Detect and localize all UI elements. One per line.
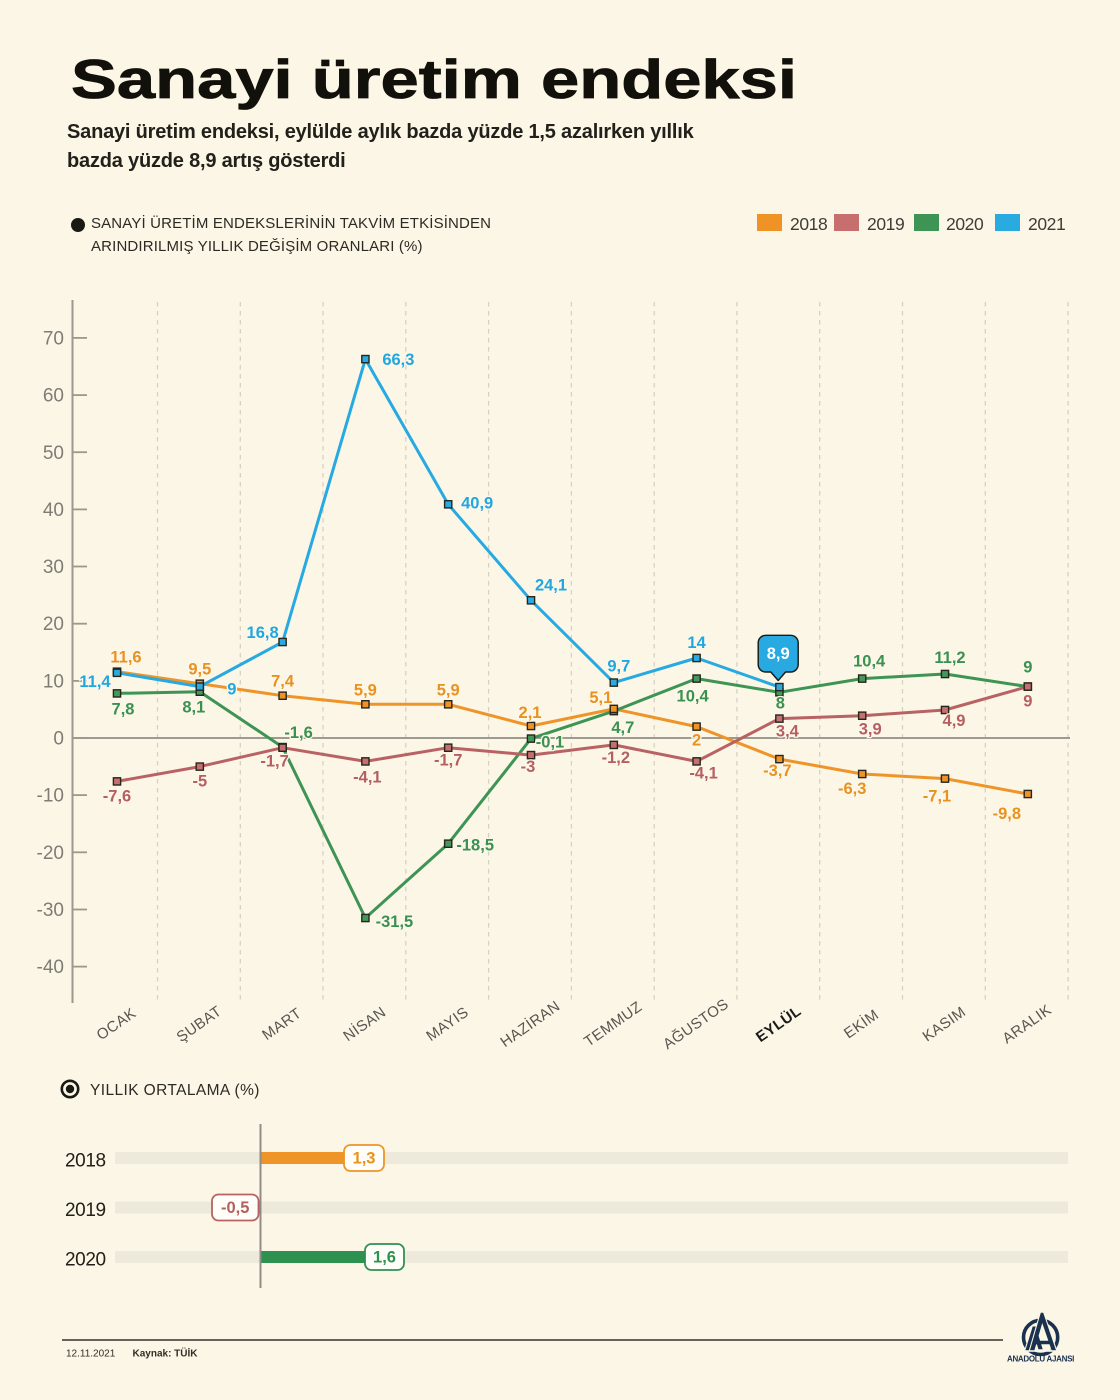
svg-text:-6,3: -6,3 bbox=[838, 780, 866, 798]
svg-text:11,2: 11,2 bbox=[934, 649, 965, 667]
svg-text:-3,7: -3,7 bbox=[763, 762, 791, 780]
svg-text:4,7: 4,7 bbox=[611, 719, 634, 737]
svg-text:HAZİRAN: HAZİRAN bbox=[497, 997, 564, 1051]
svg-text:10,4: 10,4 bbox=[677, 688, 710, 706]
svg-text:-31,5: -31,5 bbox=[376, 913, 414, 931]
svg-text:-7,1: -7,1 bbox=[923, 788, 951, 806]
svg-text:4,9: 4,9 bbox=[943, 712, 966, 730]
svg-text:8,9: 8,9 bbox=[767, 645, 790, 663]
svg-text:9,5: 9,5 bbox=[188, 661, 211, 679]
svg-text:50: 50 bbox=[43, 443, 64, 464]
svg-text:1,3: 1,3 bbox=[353, 1150, 376, 1168]
svg-text:MART: MART bbox=[259, 1005, 305, 1044]
svg-text:5,1: 5,1 bbox=[589, 689, 612, 707]
svg-text:-40: -40 bbox=[37, 957, 64, 978]
svg-text:9: 9 bbox=[1023, 693, 1032, 711]
svg-text:-30: -30 bbox=[37, 900, 64, 921]
svg-text:YILLIK ORTALAMA (%): YILLIK ORTALAMA (%) bbox=[90, 1082, 260, 1099]
svg-text:2019: 2019 bbox=[65, 1200, 106, 1221]
svg-text:40: 40 bbox=[43, 500, 64, 521]
svg-text:11,4: 11,4 bbox=[79, 673, 111, 691]
svg-text:11,6: 11,6 bbox=[110, 649, 141, 667]
svg-text:MAYIS: MAYIS bbox=[423, 1004, 472, 1045]
svg-text:1,6: 1,6 bbox=[373, 1249, 396, 1267]
svg-text:3,4: 3,4 bbox=[776, 723, 800, 741]
svg-text:-18,5: -18,5 bbox=[456, 837, 494, 855]
svg-text:70: 70 bbox=[43, 328, 64, 349]
svg-text:66,3: 66,3 bbox=[382, 351, 414, 369]
svg-text:-1,7: -1,7 bbox=[434, 752, 462, 770]
svg-text:14: 14 bbox=[687, 634, 706, 652]
svg-text:ŞUBAT: ŞUBAT bbox=[174, 1003, 225, 1046]
svg-text:-1,7: -1,7 bbox=[260, 753, 288, 771]
svg-text:3,9: 3,9 bbox=[859, 721, 882, 739]
svg-text:16,8: 16,8 bbox=[247, 624, 279, 642]
svg-text:24,1: 24,1 bbox=[535, 576, 567, 594]
svg-text:-1,2: -1,2 bbox=[602, 749, 630, 767]
svg-text:20: 20 bbox=[43, 614, 64, 635]
svg-text:2: 2 bbox=[692, 732, 701, 750]
svg-text:ANADOLU AJANSI: ANADOLU AJANSI bbox=[1007, 1354, 1074, 1363]
svg-text:OCAK: OCAK bbox=[94, 1005, 140, 1044]
svg-text:2020: 2020 bbox=[65, 1250, 106, 1271]
svg-text:8,1: 8,1 bbox=[182, 699, 205, 717]
svg-text:-10: -10 bbox=[37, 786, 64, 807]
svg-text:60: 60 bbox=[43, 386, 64, 407]
svg-text:7,8: 7,8 bbox=[112, 700, 135, 718]
svg-text:9: 9 bbox=[227, 681, 236, 699]
svg-text:-5: -5 bbox=[192, 773, 207, 791]
svg-text:8: 8 bbox=[776, 694, 785, 712]
svg-text:12.11.2021: 12.11.2021 bbox=[66, 1349, 116, 1360]
svg-text:2018: 2018 bbox=[65, 1151, 106, 1172]
svg-text:-1,6: -1,6 bbox=[284, 724, 312, 742]
svg-text:ARALIK: ARALIK bbox=[999, 1001, 1054, 1047]
svg-text:7,4: 7,4 bbox=[271, 673, 295, 691]
svg-text:9,7: 9,7 bbox=[607, 658, 630, 676]
svg-text:-9,8: -9,8 bbox=[993, 805, 1021, 823]
svg-text:2,1: 2,1 bbox=[519, 704, 542, 722]
svg-text:-4,1: -4,1 bbox=[689, 764, 717, 782]
svg-text:NİSAN: NİSAN bbox=[340, 1003, 390, 1045]
svg-text:-3: -3 bbox=[521, 758, 536, 776]
svg-text:KASIM: KASIM bbox=[920, 1003, 970, 1045]
svg-text:EYLÜL: EYLÜL bbox=[753, 1003, 805, 1046]
svg-text:TEMMUZ: TEMMUZ bbox=[581, 998, 645, 1050]
svg-text:-7,6: -7,6 bbox=[103, 787, 131, 805]
svg-text:30: 30 bbox=[43, 557, 64, 578]
svg-text:-0,5: -0,5 bbox=[221, 1199, 249, 1217]
svg-text:Kaynak: TÜİK: Kaynak: TÜİK bbox=[133, 1347, 199, 1360]
svg-text:5,9: 5,9 bbox=[437, 681, 460, 699]
svg-text:10: 10 bbox=[43, 671, 64, 692]
svg-text:9: 9 bbox=[1023, 659, 1032, 677]
svg-text:-0,1: -0,1 bbox=[536, 734, 564, 752]
svg-text:40,9: 40,9 bbox=[461, 494, 493, 512]
svg-text:-4,1: -4,1 bbox=[353, 768, 381, 786]
svg-text:0: 0 bbox=[53, 729, 64, 750]
svg-text:5,9: 5,9 bbox=[354, 681, 377, 699]
svg-text:EKİM: EKİM bbox=[840, 1006, 882, 1043]
svg-text:-20: -20 bbox=[37, 843, 64, 864]
svg-text:10,4: 10,4 bbox=[853, 653, 886, 671]
svg-text:AĞUSTOS: AĞUSTOS bbox=[660, 996, 732, 1053]
